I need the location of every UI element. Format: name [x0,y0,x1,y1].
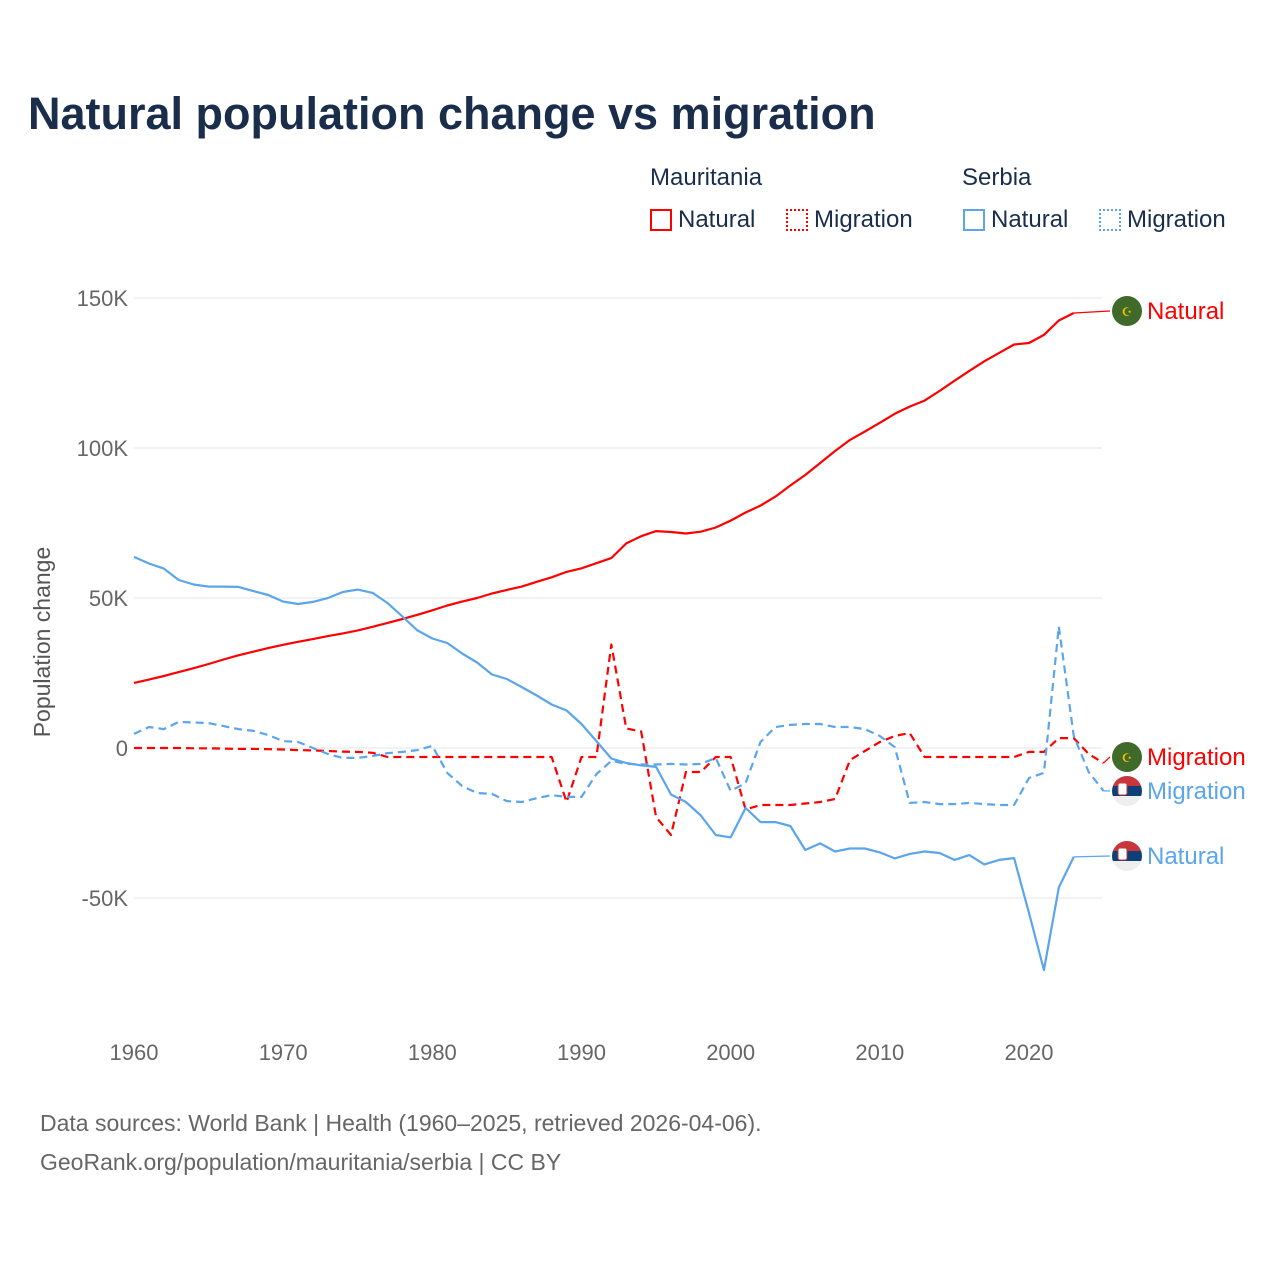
legend-label: Natural [678,206,756,233]
y-tick-label: -50K [82,886,129,911]
mauritania-natural-line [133,312,1075,684]
legend-mauritania-migration[interactable]: Migration [786,206,913,234]
mauritania-flag-icon [1112,742,1142,772]
legend-label: Migration [814,206,913,233]
flag-stripe-white [1112,861,1142,871]
x-tick-label: 1980 [408,1040,457,1065]
label-connector [1103,756,1111,764]
legend-group-mauritania: Mauritania [650,164,763,191]
y-tick-label: 50K [89,586,128,611]
y-axis-label: Population change [29,547,55,738]
footer-sources: Data sources: World Bank | Health (1960–… [40,1110,762,1136]
legend-group-serbia: Serbia [962,164,1032,191]
legend-label: Migration [1127,206,1226,233]
mauritania-flag-icon [1112,296,1142,326]
chart-title: Natural population change vs migration [28,88,876,139]
x-tick-label: 2010 [855,1040,904,1065]
flag-stripe-red [1112,776,1142,786]
y-tick-label: 150K [77,286,129,311]
legend-swatch [1099,209,1121,231]
label-connector [1073,310,1111,314]
x-tick-label: 1990 [557,1040,606,1065]
y-tick-label: 0 [116,736,128,761]
y-tick-label: 100K [77,436,129,461]
crescent-icon: ☪ [1122,305,1133,319]
serbia-flag-icon [1112,776,1142,806]
x-tick-label: 1960 [110,1040,159,1065]
legend-swatch [650,209,672,231]
legend-swatch [963,209,985,231]
mauritania-migration-line [134,643,1105,837]
flag-emblem [1117,782,1128,796]
crescent-icon: ☪ [1122,751,1133,765]
legend-mauritania-natural[interactable]: Natural [650,206,755,234]
flag-stripe-white [1112,796,1142,806]
x-tick-label: 2000 [706,1040,755,1065]
x-tick-label: 2020 [1005,1040,1054,1065]
legend-serbia-natural[interactable]: Natural [963,206,1068,234]
legend-swatch [786,209,808,231]
flag-emblem [1117,847,1128,861]
end-label: Natural [1147,298,1224,325]
label-connector [1073,855,1111,858]
end-label: Migration [1147,778,1246,805]
x-tick-label: 1970 [259,1040,308,1065]
serbia-migration-line [133,625,1105,807]
legend-serbia-migration[interactable]: Migration [1099,206,1226,234]
legend-label: Natural [991,206,1069,233]
end-label: Natural [1147,843,1224,870]
end-label: Migration [1147,744,1246,771]
flag-stripe-red [1112,841,1142,851]
serbia-flag-icon [1112,841,1142,871]
serbia-natural-line [133,555,1075,972]
footer-url[interactable]: GeoRank.org/population/mauritania/serbia… [40,1149,562,1175]
